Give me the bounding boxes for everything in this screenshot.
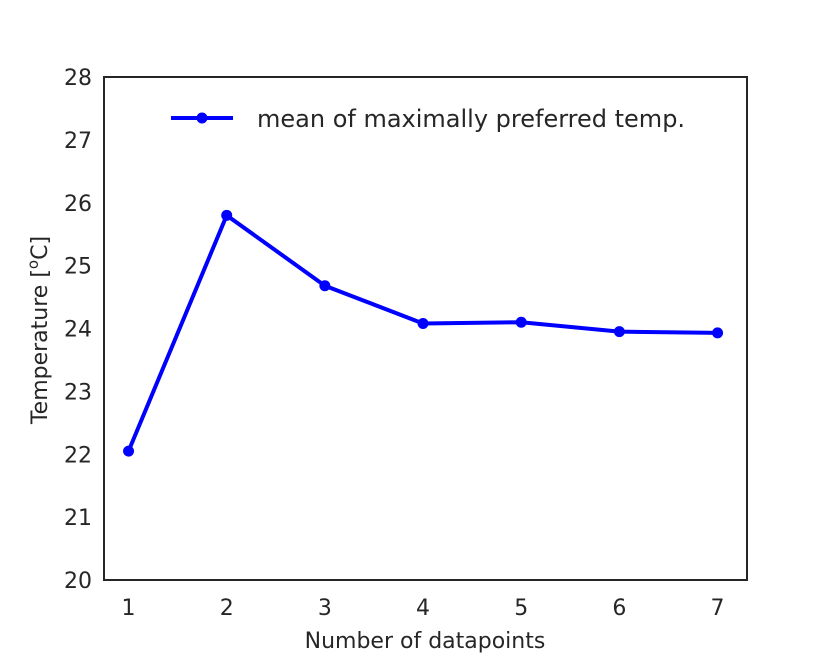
y-axis-label-superscript: o — [24, 260, 42, 269]
x-tick-label: 6 — [612, 596, 626, 621]
x-axis-ticks: 1 2 3 4 5 6 7 — [122, 596, 725, 621]
x-tick-label: 7 — [711, 596, 725, 621]
data-point — [319, 280, 331, 292]
data-point — [123, 445, 135, 457]
y-tick-label: 23 — [64, 380, 92, 405]
y-tick-label: 27 — [64, 129, 92, 154]
y-tick-label: 26 — [64, 192, 92, 217]
data-point — [712, 327, 724, 339]
x-tick-label: 2 — [220, 596, 234, 621]
data-point — [221, 209, 233, 221]
legend: mean of maximally preferred temp. — [171, 105, 685, 133]
y-axis-label-unit: C] — [28, 236, 53, 260]
y-axis-ticks: 20 21 22 23 24 25 26 27 28 — [64, 66, 92, 594]
x-tick-label: 3 — [318, 596, 332, 621]
data-point — [515, 316, 527, 328]
legend-label: mean of maximally preferred temp. — [257, 105, 685, 133]
y-axis-label-main: Temperature [ — [28, 269, 53, 425]
x-tick-label: 4 — [416, 596, 430, 621]
data-point — [417, 317, 429, 329]
y-tick-label: 22 — [64, 443, 92, 468]
y-tick-label: 21 — [64, 506, 92, 531]
y-tick-label: 24 — [64, 318, 92, 343]
data-point — [613, 326, 625, 338]
legend-marker-sample — [196, 112, 208, 124]
series-layer — [123, 209, 724, 457]
y-tick-label: 25 — [64, 255, 92, 280]
x-tick-label: 5 — [514, 596, 528, 621]
y-axis-label: Temperature [oC] — [24, 236, 53, 425]
y-tick-label: 28 — [64, 66, 92, 91]
x-tick-label: 1 — [122, 596, 136, 621]
y-tick-label: 20 — [64, 569, 92, 594]
x-axis-label: Number of datapoints — [305, 629, 546, 654]
plot-area — [103, 76, 748, 581]
